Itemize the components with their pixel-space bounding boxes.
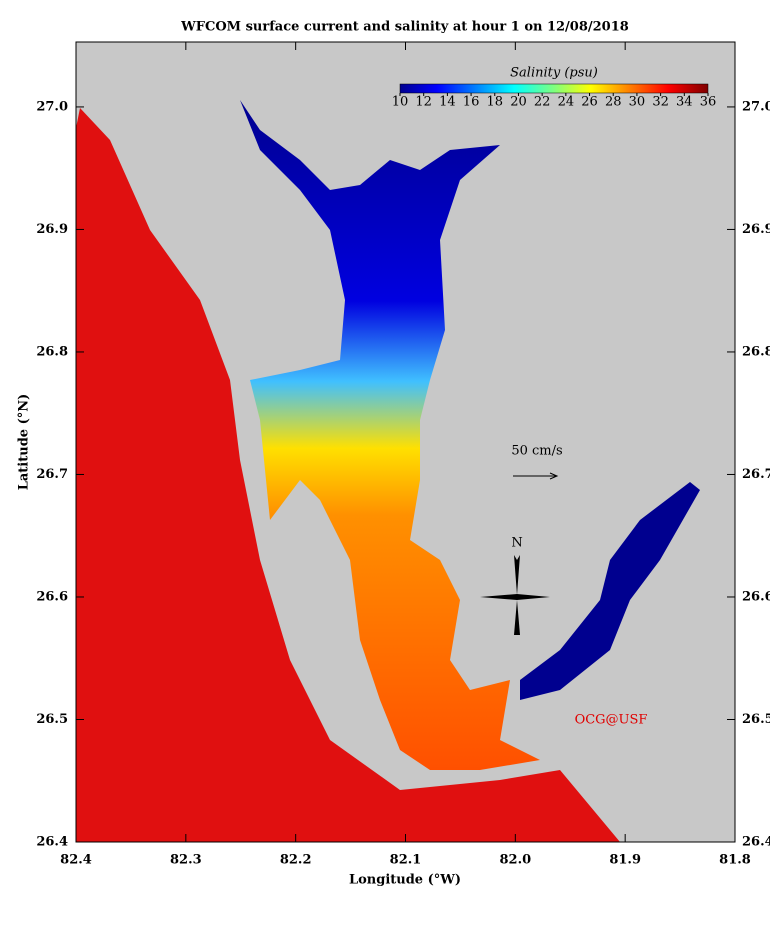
y-tick-label: 26.6 bbox=[36, 589, 68, 604]
y-tick-label: 26.9 bbox=[36, 222, 68, 237]
y-tick-label-right: 26.5 bbox=[742, 712, 770, 727]
x-axis-label: Longitude (°W) bbox=[349, 873, 461, 888]
scale-label: 50 cm/s bbox=[511, 444, 562, 459]
y-tick-label: 26.4 bbox=[36, 835, 68, 850]
y-axis-label: Latitude (°N) bbox=[17, 394, 32, 491]
y-tick-label: 27.0 bbox=[36, 99, 68, 114]
colorbar-tick-label: 10 bbox=[392, 95, 409, 110]
colorbar-tick-label: 12 bbox=[415, 95, 432, 110]
compass-s bbox=[514, 600, 520, 635]
gulf-water bbox=[76, 108, 620, 842]
map-title: WFCOM surface current and salinity at ho… bbox=[180, 20, 629, 35]
river-water bbox=[520, 482, 700, 700]
harbor-water bbox=[240, 100, 540, 770]
y-tick-label-right: 27.0 bbox=[742, 99, 770, 114]
credit: OCG@USF bbox=[575, 713, 648, 728]
colorbar-tick-label: 14 bbox=[439, 95, 456, 110]
y-tick-label: 26.5 bbox=[36, 712, 68, 727]
y-tick-label-right: 26.7 bbox=[742, 467, 770, 482]
colorbar-tick-label: 20 bbox=[510, 95, 527, 110]
x-tick-label: 81.9 bbox=[609, 853, 641, 868]
colorbar bbox=[399, 83, 709, 94]
y-tick-label-right: 26.6 bbox=[742, 589, 770, 604]
x-tick-label: 82.0 bbox=[499, 853, 531, 868]
x-tick-label: 82.3 bbox=[170, 853, 202, 868]
x-tick-label: 82.4 bbox=[60, 853, 92, 868]
x-tick-label: 81.8 bbox=[719, 853, 751, 868]
x-tick-label: 82.1 bbox=[390, 853, 422, 868]
compass-w bbox=[480, 594, 517, 600]
colorbar-tick-label: 36 bbox=[700, 95, 717, 110]
colorbar-tick-label: 28 bbox=[605, 95, 622, 110]
colorbar-label: Salinity (psu) bbox=[510, 66, 598, 81]
compass-e bbox=[517, 594, 550, 600]
colorbar-tick-label: 22 bbox=[534, 95, 551, 110]
scale-arrow-head bbox=[549, 472, 559, 480]
y-tick-label-right: 26.8 bbox=[742, 344, 770, 359]
north-label: N bbox=[511, 536, 522, 551]
compass-n bbox=[514, 555, 520, 595]
y-tick-label: 26.8 bbox=[36, 344, 68, 359]
colorbar-tick-label: 18 bbox=[486, 95, 503, 110]
y-tick-label: 26.7 bbox=[36, 467, 68, 482]
y-tick-label-right: 26.4 bbox=[742, 835, 770, 850]
colorbar-tick-label: 16 bbox=[463, 95, 480, 110]
colorbar-tick-label: 26 bbox=[581, 95, 598, 110]
x-tick-label: 82.2 bbox=[280, 853, 312, 868]
colorbar-tick-label: 30 bbox=[629, 95, 646, 110]
colorbar-tick-label: 32 bbox=[652, 95, 669, 110]
colorbar-tick-label: 34 bbox=[676, 95, 693, 110]
y-tick-label-right: 26.9 bbox=[742, 222, 770, 237]
colorbar-tick-label: 24 bbox=[558, 95, 575, 110]
